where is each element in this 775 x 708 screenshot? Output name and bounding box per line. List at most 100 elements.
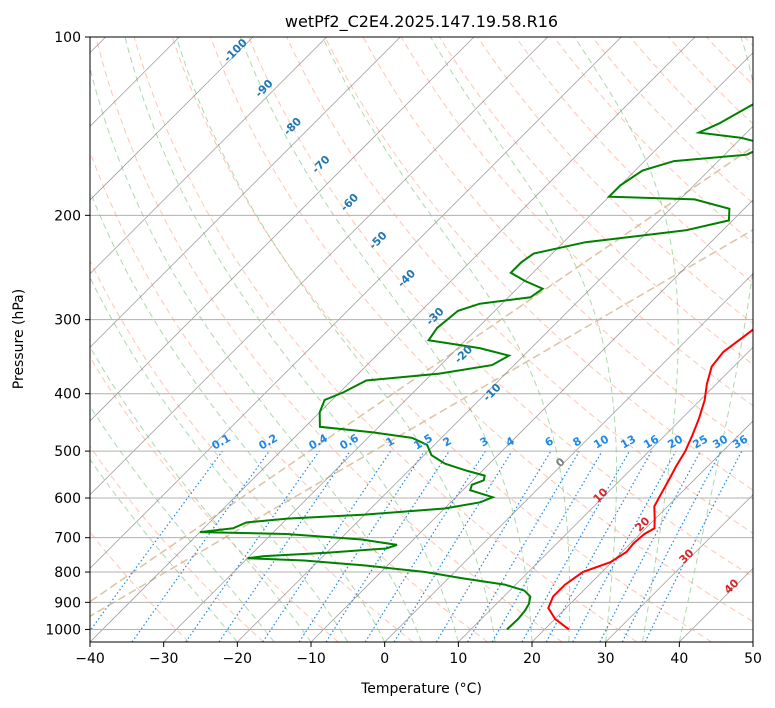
isotherm-line xyxy=(90,37,254,201)
mixing-ratio-line xyxy=(185,450,320,642)
isotherm-line xyxy=(163,52,753,642)
dewpoint-line xyxy=(199,103,753,631)
mixing-ratio-line xyxy=(491,450,603,642)
dry-adiabat xyxy=(171,37,712,642)
dry-adiabat xyxy=(90,150,488,642)
dry-adiabat-label: -40 xyxy=(395,267,418,290)
frost-curve xyxy=(90,228,753,618)
moist-adiabat xyxy=(175,37,496,642)
temperature-line xyxy=(547,328,753,631)
mixing-ratio-label: 0.4 xyxy=(307,431,331,452)
x-tick-label: −10 xyxy=(296,651,326,667)
isotherm-line xyxy=(90,37,622,569)
dry-adiabat xyxy=(248,37,753,578)
mixing-ratio-label: 0.1 xyxy=(210,431,233,452)
isotherm-line xyxy=(310,199,753,642)
dry-adiabat-label: -30 xyxy=(423,305,446,328)
moist-adiabat xyxy=(90,65,422,642)
dry-adiabat xyxy=(90,531,190,642)
y-tick-label: 400 xyxy=(54,387,81,403)
moist-adiabat-label: 10 xyxy=(591,485,611,505)
isotherm-line xyxy=(90,37,696,642)
mixing-ratio-label: 0.6 xyxy=(338,431,362,452)
dry-adiabat xyxy=(90,445,264,642)
moist-adiabat xyxy=(678,37,753,642)
dry-adiabat xyxy=(591,37,753,204)
profile-lines xyxy=(199,103,753,631)
moist-adiabat xyxy=(574,37,679,642)
background-lines xyxy=(90,37,753,642)
mixing-ratio-line xyxy=(393,450,513,642)
dry-adiabat xyxy=(210,37,753,623)
frost-curve xyxy=(90,145,753,603)
dry-adiabat xyxy=(553,37,753,244)
moist-adiabat xyxy=(90,189,386,642)
isotherm-line xyxy=(605,494,753,642)
x-tick-label: 10 xyxy=(449,651,467,667)
mixing-ratio-line xyxy=(218,450,351,642)
mixing-ratio-label: 36 xyxy=(730,432,750,451)
chart-title: wetPf2_C2E4.2025.147.19.58.R16 xyxy=(285,12,558,32)
moist-adiabat-label: 0 xyxy=(553,455,568,470)
moist-adiabat xyxy=(430,37,617,642)
mixing-ratio-label: 20 xyxy=(665,432,685,451)
moist-adiabat xyxy=(90,458,238,642)
isotherm-line xyxy=(752,641,753,642)
isotherm-line xyxy=(90,37,401,348)
mixing-ratio-label: 13 xyxy=(618,433,638,452)
x-tick-label: 50 xyxy=(744,651,762,667)
y-axis-label: Pressure (hPa) xyxy=(11,289,27,389)
mixing-ratio-line xyxy=(572,450,677,642)
mixing-ratio-label: 3 xyxy=(478,434,491,449)
mixing-ratio-line xyxy=(90,450,223,632)
mixing-ratio-line xyxy=(364,450,486,642)
mixing-ratio-line xyxy=(599,450,702,642)
isotherm-line xyxy=(384,273,753,642)
mixing-ratio-label: 1 xyxy=(384,434,397,449)
y-tick-label: 600 xyxy=(54,491,81,507)
mixing-ratio-line xyxy=(435,450,552,642)
dry-adiabat xyxy=(744,37,753,47)
x-tick-label: −20 xyxy=(223,651,253,667)
dry-adiabat xyxy=(400,37,753,407)
y-tick-label: 300 xyxy=(54,313,81,329)
x-tick-label: 40 xyxy=(670,651,688,667)
isotherm-line xyxy=(531,420,753,642)
moist-adiabat xyxy=(90,345,312,642)
y-tick-label: 200 xyxy=(54,208,81,224)
isotherm-line xyxy=(90,37,548,496)
y-tick-label: 1000 xyxy=(45,622,81,638)
moist-adiabat-label: 40 xyxy=(722,576,742,596)
dry-adiabat xyxy=(90,259,414,642)
dry-adiabat xyxy=(324,37,753,491)
isotherm-line xyxy=(237,125,753,642)
x-tick-label: −40 xyxy=(75,651,105,667)
y-tick-label: 800 xyxy=(54,565,81,581)
dry-adiabat xyxy=(133,37,638,642)
mixing-ratio-line xyxy=(466,450,580,642)
x-tick-label: −30 xyxy=(149,651,179,667)
y-tick-label: 700 xyxy=(54,531,81,547)
moist-adiabat xyxy=(90,276,349,642)
dry-adiabat-label: -50 xyxy=(366,229,389,252)
isotherm-line xyxy=(90,37,327,275)
x-tick-label: 0 xyxy=(380,651,389,667)
mixing-ratio-line xyxy=(131,450,270,642)
mixing-ratio-line xyxy=(298,450,425,642)
dry-adiabat xyxy=(515,37,753,284)
moist-adiabat xyxy=(124,37,459,642)
dry-adiabat-label: -100 xyxy=(221,36,250,65)
dry-adiabat-label: -60 xyxy=(338,191,361,214)
mixing-ratio-line xyxy=(521,450,631,642)
dry-adiabat xyxy=(629,37,753,165)
dry-adiabat xyxy=(477,37,753,325)
dry-adiabat xyxy=(95,37,563,642)
isotherm-line xyxy=(458,346,753,642)
y-tick-label: 900 xyxy=(54,595,81,611)
moist-adiabat-label: 30 xyxy=(677,546,697,566)
dry-adiabat-label: -70 xyxy=(309,153,332,176)
isopleth-labels: -100-90-80-70-60-50-40-30-20-100.1 0.2 0.4… xyxy=(210,36,751,597)
mixing-ratio-label: 1.5 xyxy=(412,431,435,452)
isotherm-line xyxy=(679,567,753,642)
